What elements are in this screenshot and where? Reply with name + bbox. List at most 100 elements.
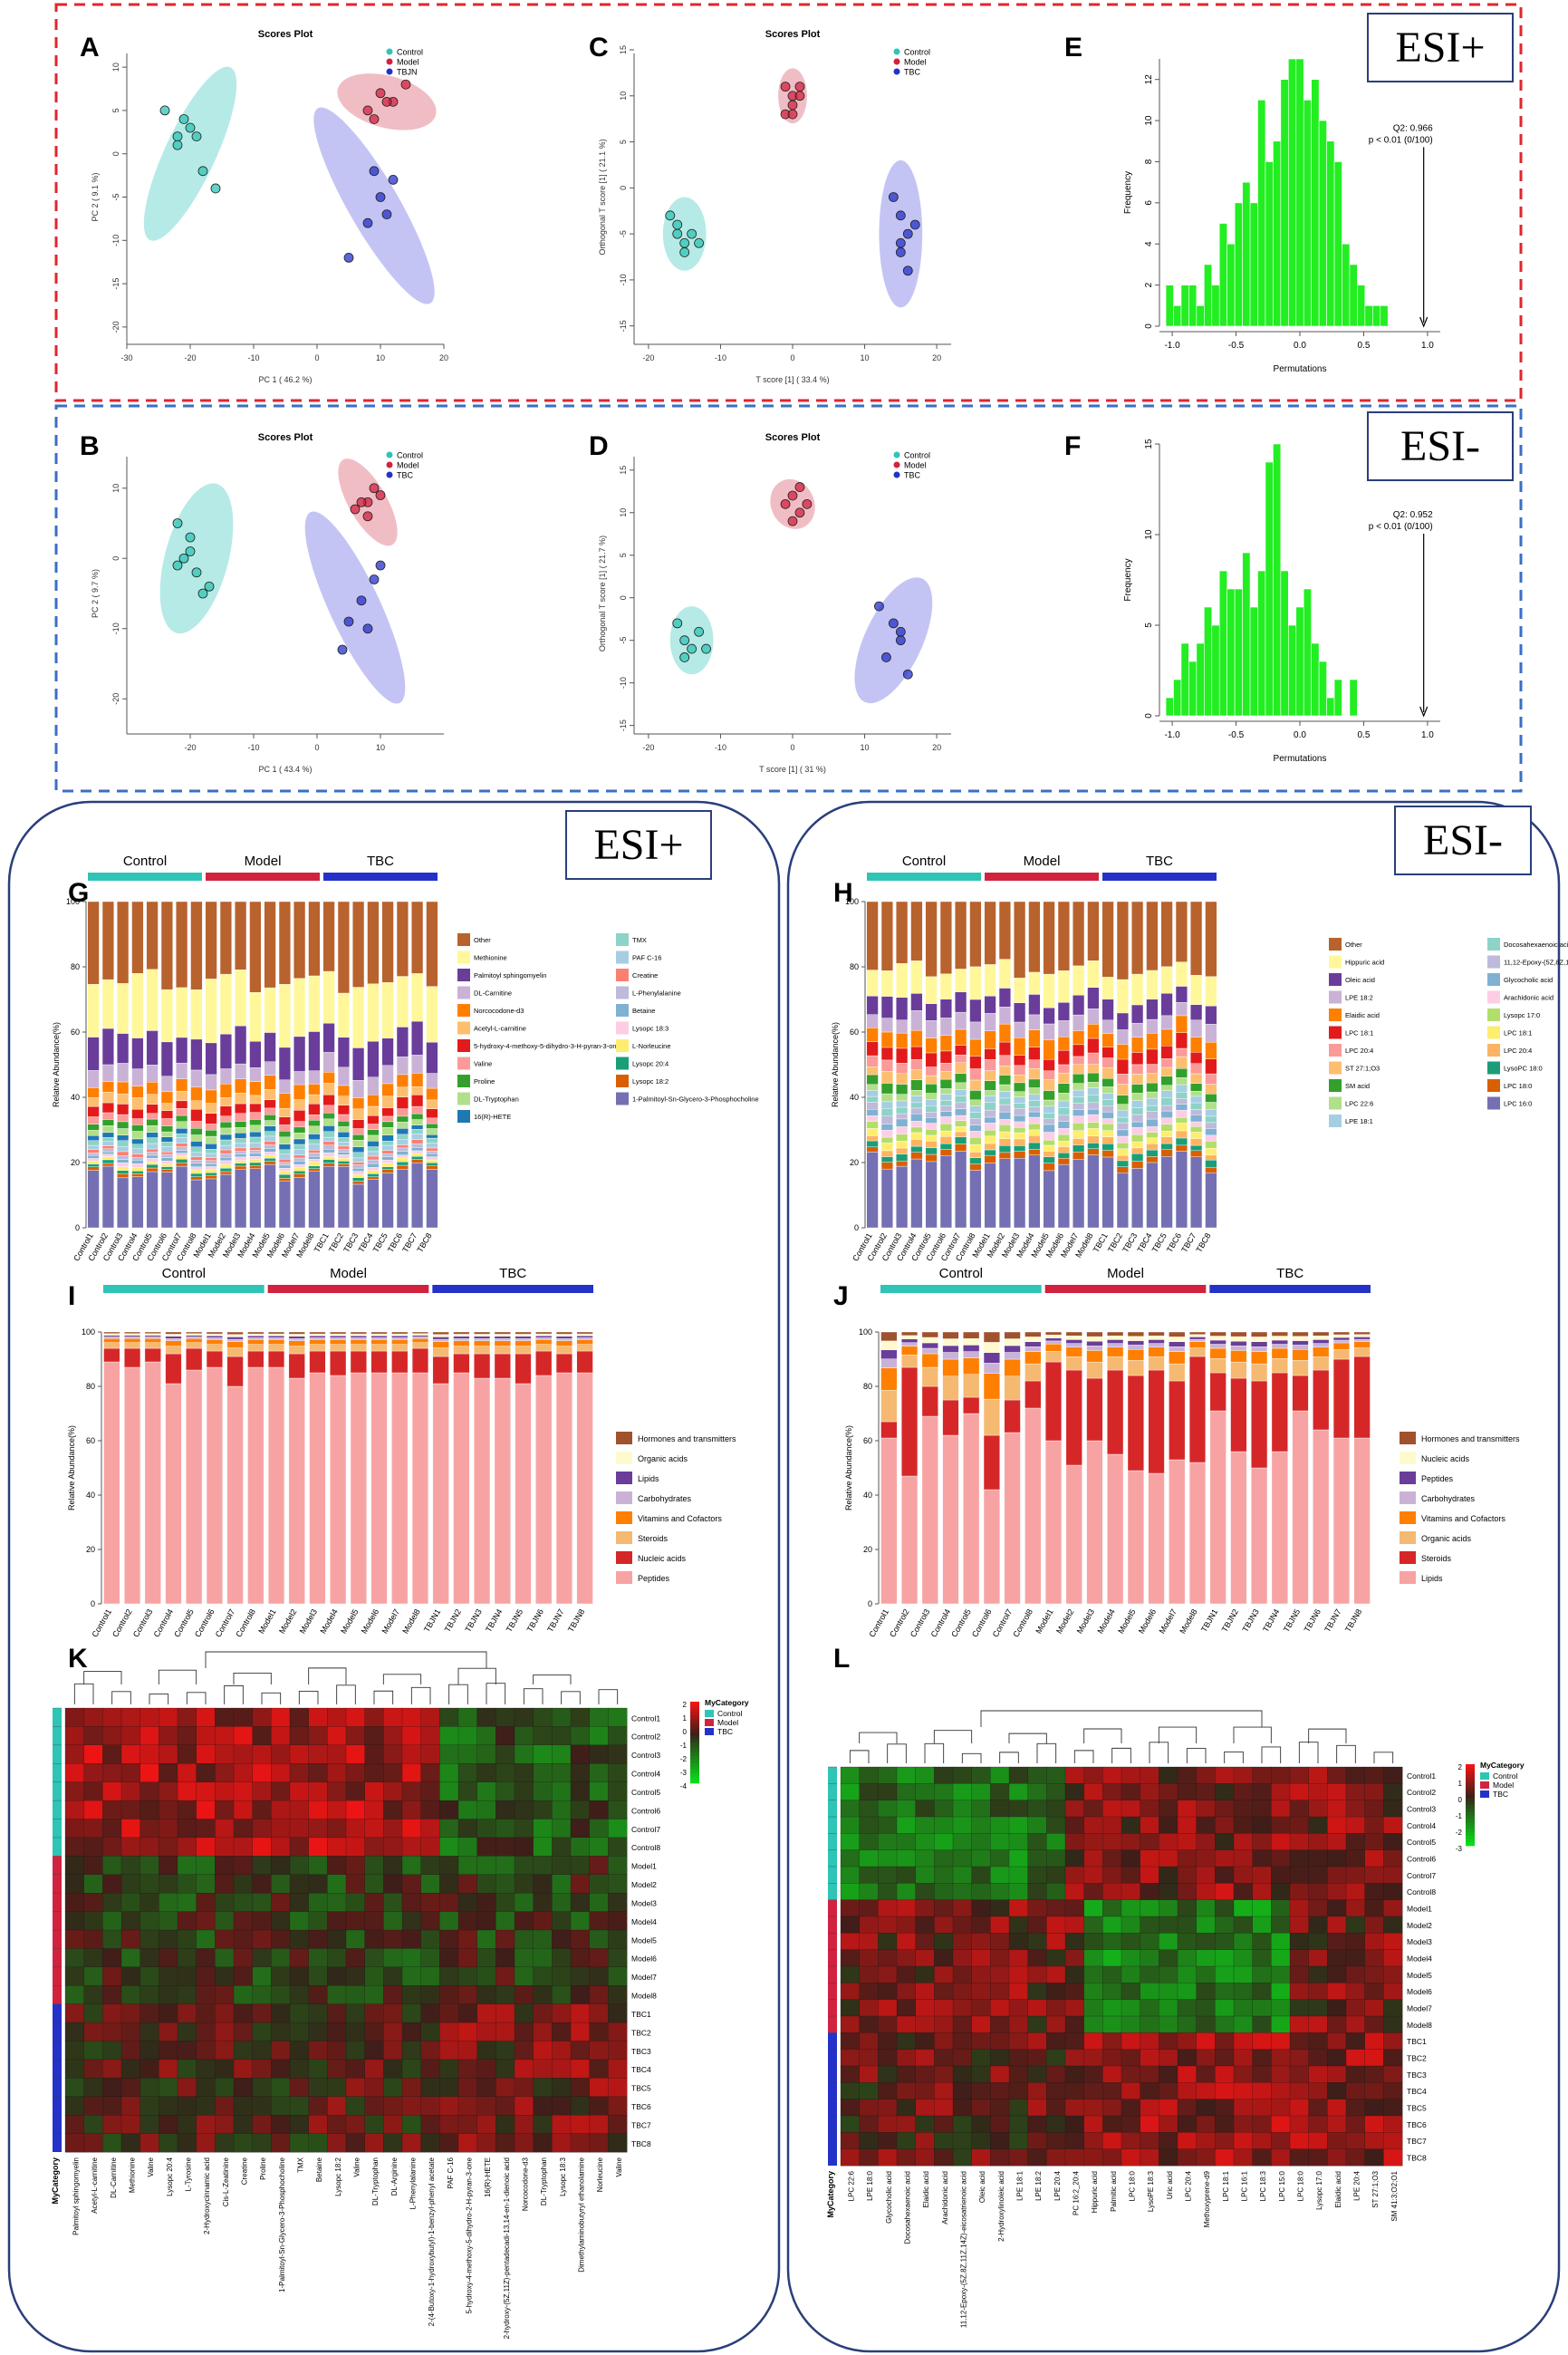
stack-segment (176, 1146, 188, 1151)
heat-cell (1271, 2065, 1291, 2083)
stack-segment (131, 1163, 144, 1168)
stack-segment (1175, 1091, 1188, 1099)
stack-segment (176, 1159, 188, 1163)
stack-segment (267, 1339, 285, 1345)
heat-cell (439, 1726, 459, 1746)
heat-cell (990, 2099, 1010, 2117)
heat-cell (139, 1929, 159, 1949)
hist-bar (1249, 202, 1258, 327)
stack-segment (367, 1124, 380, 1130)
heat-cell (345, 2133, 366, 2153)
stack-segment (1190, 1051, 1203, 1064)
heat-cell (608, 1837, 628, 1857)
score-point-control (197, 166, 208, 177)
y-tick-label: 10 (111, 484, 120, 493)
hist-bar (1380, 305, 1389, 327)
stack-segment (226, 1356, 244, 1387)
stack-segment (337, 1142, 350, 1147)
heat-cell (1252, 2148, 1272, 2167)
heat-cell (120, 1856, 141, 1876)
heat-cell (327, 2022, 347, 2041)
heat-cell (952, 1833, 973, 1851)
dendro-branch (887, 1743, 907, 1763)
heat-cell (533, 1707, 553, 1727)
heat-cell (1383, 1916, 1403, 1934)
heat-cell (840, 1999, 861, 2017)
heat-cell (859, 1899, 879, 1917)
heat-cell (1083, 1933, 1103, 1951)
stack-segment (1101, 1033, 1114, 1047)
stack-segment (1004, 1345, 1021, 1353)
heat-cell (990, 1983, 1010, 2001)
stack-segment (474, 1334, 491, 1337)
heat-cell (915, 1833, 935, 1851)
heat-cell (533, 2041, 553, 2061)
stack-segment (381, 1134, 394, 1142)
stack-segment (910, 1152, 923, 1160)
group-label: Model (245, 854, 282, 869)
stack-segment (1087, 1064, 1100, 1074)
stack-segment (910, 1010, 923, 1031)
heat-cell (1046, 2015, 1066, 2033)
stack-segment (87, 1166, 100, 1171)
heat-cell (252, 1874, 272, 1894)
heat-cell (233, 2041, 254, 2061)
heat-cell (1121, 2099, 1141, 2117)
plot-title: Scores Plot (765, 432, 821, 443)
stack-segment (411, 1150, 424, 1154)
heat-cell (308, 1763, 328, 1783)
stack-segment (235, 1160, 247, 1163)
stack-segment (352, 1080, 365, 1098)
stack-segment (235, 1121, 247, 1128)
heat-cell (514, 2133, 534, 2153)
heat-cell (1289, 1965, 1310, 1983)
heat-cell (1121, 2015, 1141, 2033)
stack-segment (131, 1173, 144, 1177)
heat-cell (159, 1744, 178, 1764)
stack-segment (576, 1337, 593, 1340)
legend-swatch (705, 1710, 714, 1717)
stack-segment (101, 901, 114, 980)
heat-cell (1083, 2132, 1103, 2150)
heat-cell (608, 1929, 628, 1949)
stack-segment (144, 1337, 161, 1339)
sample-label: TBJN8 (566, 1607, 586, 1634)
legend-swatch (457, 1057, 470, 1070)
y-axis-label: Frequency (1123, 558, 1133, 601)
heat-cell (1383, 1983, 1403, 2001)
stack-segment (1175, 1130, 1188, 1139)
y-tick-label: 8 (1144, 159, 1154, 164)
stack-segment (391, 1331, 409, 1335)
legend-label: Peptides (1421, 1474, 1454, 1483)
stack-segment (1175, 1144, 1188, 1152)
heat-cell (420, 2078, 440, 2098)
stack-segment (969, 1038, 982, 1057)
score-point-control (172, 140, 183, 150)
stack-segment (337, 901, 350, 994)
heat-cell (233, 1966, 254, 1986)
stack-segment (866, 1146, 879, 1153)
stack-segment (160, 1172, 173, 1229)
stack-segment (984, 1013, 996, 1031)
stack-segment (1086, 1377, 1103, 1442)
heat-cell (990, 2148, 1010, 2167)
stack-segment (1101, 1130, 1114, 1137)
stack-segment (1313, 1356, 1330, 1371)
heat-cell (1215, 1965, 1235, 1983)
heat-cell (1046, 1965, 1066, 1983)
heat-cell (102, 2133, 122, 2153)
heat-cell (1140, 1899, 1159, 1917)
stack-segment (880, 970, 893, 997)
stack-segment (1024, 1337, 1042, 1343)
heat-cell (1140, 1883, 1159, 1901)
stack-segment (186, 1369, 203, 1605)
stack-segment (1205, 1141, 1217, 1149)
y-tick-label: 15 (1144, 439, 1154, 449)
esi-pos-badge-g: ESI+ (565, 810, 712, 880)
dendro-branch (1373, 1752, 1394, 1763)
heat-cell (1196, 1949, 1216, 1967)
stack-segment (1292, 1336, 1309, 1341)
row-label: TBC7 (1407, 2137, 1427, 2146)
stack-segment (322, 901, 335, 972)
